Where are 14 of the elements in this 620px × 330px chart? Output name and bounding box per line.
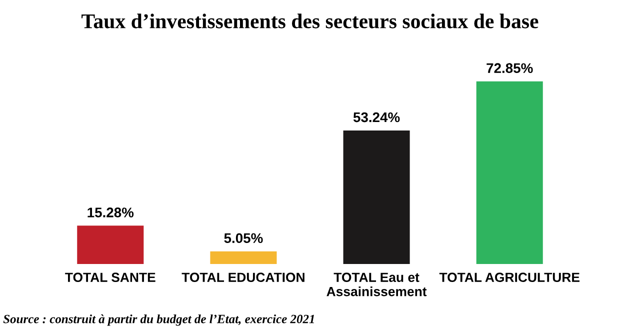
bar — [210, 251, 277, 264]
bar — [343, 130, 410, 264]
x-tick-label: TOTAL Eau et Assainissement — [326, 272, 427, 296]
x-tick-label: TOTAL EDUCATION — [182, 272, 304, 282]
bar — [476, 81, 543, 264]
data-label: 53.24% — [353, 112, 400, 122]
data-label: 15.28% — [88, 208, 134, 218]
source-note: Source : construit à partir du budget de l’Etat, exercice 2021 — [3, 314, 314, 326]
data-label: 5.05% — [224, 233, 263, 244]
x-tick-label: TOTAL SANTE — [65, 272, 156, 282]
bar — [77, 226, 144, 264]
data-label: 72.85% — [486, 63, 533, 74]
chart-title: Taux d’investissements des secteurs sociaux de base — [82, 14, 538, 28]
x-tick-label: TOTAL AGRICULTURE — [439, 272, 580, 282]
